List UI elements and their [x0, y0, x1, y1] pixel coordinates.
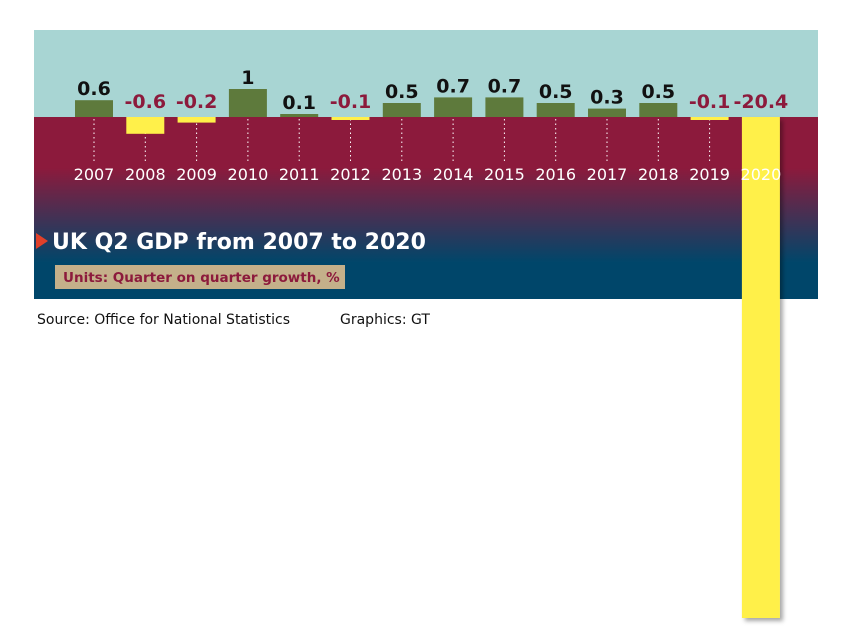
value-label-2017: 0.3	[590, 87, 624, 109]
year-label-2011: 2011	[279, 165, 320, 184]
bar-2012	[331, 117, 370, 120]
year-label-2008: 2008	[125, 165, 166, 184]
year-label-2014: 2014	[433, 165, 474, 184]
bar-2016	[536, 103, 575, 117]
year-label-2018: 2018	[638, 165, 679, 184]
bar-2014	[434, 97, 473, 117]
bar-2010	[228, 89, 267, 117]
value-label-2008: -0.6	[125, 91, 167, 113]
value-label-2018: 0.5	[641, 81, 675, 103]
value-label-2012: -0.1	[330, 91, 372, 113]
title-marker	[36, 233, 48, 249]
bar-2017	[588, 108, 626, 117]
year-labels: 2007 2008 2009 2010 2011 2012 2013 2014 2015 2016…	[74, 165, 782, 184]
bar-2007	[75, 100, 113, 117]
value-labels: 0.6 -0.6 -0.2 1 0.1 -0.1 0.5 0.7 0.7 0.5 0.3 0.5 -0.…	[77, 67, 788, 114]
bars	[75, 89, 780, 618]
value-label-2020: -20.4	[734, 91, 789, 113]
value-label-2015: 0.7	[488, 75, 522, 97]
bar-2019	[690, 117, 729, 120]
value-label-2007: 0.6	[77, 78, 111, 100]
year-label-2019: 2019	[689, 165, 730, 184]
chart-units: Units: Quarter on quarter growth, %	[63, 270, 340, 286]
year-label-2009: 2009	[176, 165, 217, 184]
year-label-2007: 2007	[74, 165, 115, 184]
bar-2020	[741, 117, 780, 618]
year-label-2020: 2020	[741, 165, 782, 184]
year-label-2017: 2017	[587, 165, 628, 184]
value-label-2014: 0.7	[436, 75, 470, 97]
value-label-2009: -0.2	[176, 91, 218, 113]
graphics-credit: Graphics: GT	[340, 312, 430, 328]
tick-lines	[93, 119, 762, 163]
value-label-2010: 1	[241, 67, 254, 89]
value-label-2011: 0.1	[282, 92, 316, 114]
year-label-2015: 2015	[484, 165, 525, 184]
year-label-2013: 2013	[381, 165, 422, 184]
bar-2013	[382, 103, 421, 117]
bar-2008	[126, 117, 165, 134]
year-label-2012: 2012	[330, 165, 371, 184]
value-label-2013: 0.5	[385, 81, 419, 103]
top-band	[34, 30, 818, 118]
value-label-2016: 0.5	[539, 81, 573, 103]
year-label-2016: 2016	[535, 165, 576, 184]
value-label-2019: -0.1	[689, 91, 731, 113]
units-box	[55, 265, 345, 289]
bar-2011	[280, 114, 319, 117]
bar-2018	[639, 103, 678, 117]
bar-2015	[485, 97, 524, 117]
chart-title: UK Q2 GDP from 2007 to 2020	[52, 230, 426, 255]
source-note: Source: Office for National Statistics	[37, 312, 290, 328]
bar-2009	[177, 117, 216, 123]
year-label-2010: 2010	[228, 165, 269, 184]
